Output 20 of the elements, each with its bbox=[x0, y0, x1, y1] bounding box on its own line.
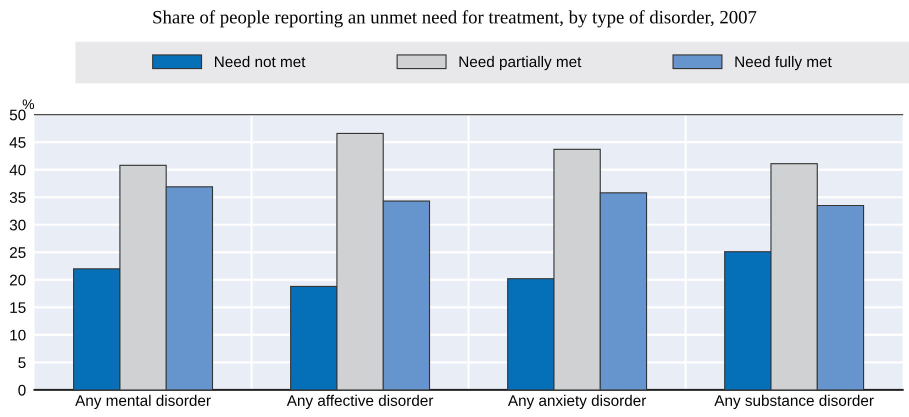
legend-label: Need not met bbox=[215, 56, 306, 68]
y-tick-label: 20 bbox=[10, 274, 26, 286]
x-tick-label: Any mental disorder bbox=[75, 394, 211, 409]
y-tick-label: 25 bbox=[10, 247, 26, 258]
y-tick-label: 10 bbox=[10, 330, 26, 341]
chart-title: Share of people reporting an unmet need for treatment, by type of disorder, 2007 bbox=[153, 10, 756, 28]
y-tick-label: 15 bbox=[10, 302, 26, 314]
x-tick-label: Any affective disorder bbox=[286, 394, 434, 409]
legend-label: Need fully met bbox=[735, 56, 832, 70]
y-tick-label: 30 bbox=[10, 220, 26, 230]
y-tick-label: 40 bbox=[10, 164, 26, 176]
y-tick-label: 0 bbox=[18, 384, 26, 396]
x-tick-label: Any anxiety disorder bbox=[508, 394, 646, 409]
y-tick-label: 45 bbox=[10, 137, 26, 148]
x-tick-label: Any substance disorder bbox=[714, 394, 874, 409]
y-tick-label: 5 bbox=[18, 357, 26, 368]
y-tick-label: 35 bbox=[10, 192, 26, 203]
y-tick-label: 50 bbox=[10, 110, 26, 120]
y-axis-title: % bbox=[22, 99, 34, 110]
legend-label: Need partially met bbox=[460, 56, 582, 70]
